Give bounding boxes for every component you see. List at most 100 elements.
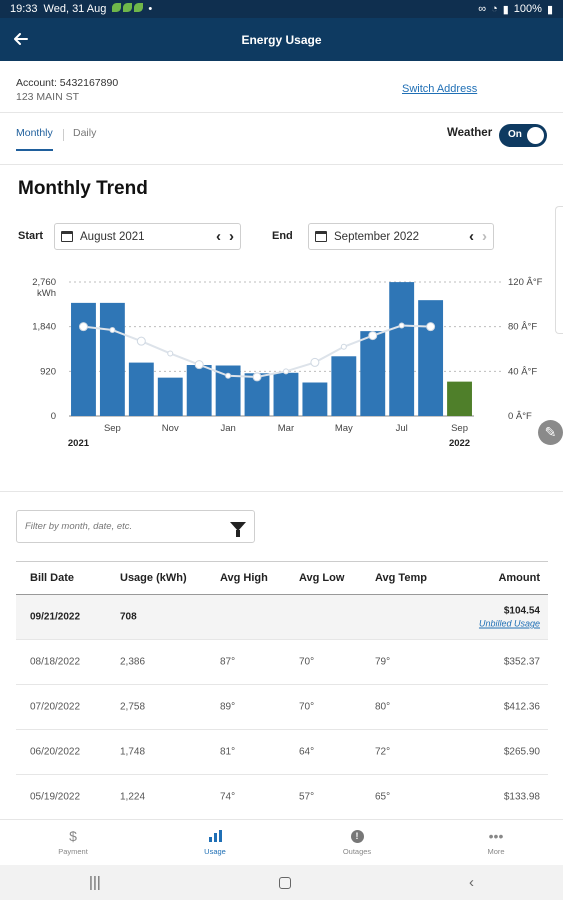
row-avg-temp: 79°	[375, 656, 391, 668]
row-avg-high: 74°	[220, 791, 236, 803]
recent-apps-icon[interactable]: |||	[89, 874, 101, 891]
temperature-point	[368, 331, 378, 341]
row-date: 07/20/2022	[30, 701, 81, 713]
system-nav-bar: ||| ‹	[0, 865, 563, 900]
unbilled-usage-link[interactable]: Unbilled Usage	[478, 618, 540, 629]
end-prev-arrow-icon[interactable]: ‹	[469, 228, 474, 245]
row-amount: $352.37	[503, 656, 540, 668]
row-usage: 708	[120, 611, 137, 623]
outage-icon: !	[350, 829, 364, 843]
side-panel-handle[interactable]	[555, 206, 563, 334]
link-icon: ∞	[478, 3, 487, 15]
tab-divider	[63, 129, 64, 141]
nav-more[interactable]: ••• More	[466, 825, 526, 856]
nav-outages[interactable]: ! Outages	[327, 825, 387, 856]
table-row[interactable]: 05/19/2022 1,224 74° 57° 65° $133.98	[16, 775, 548, 820]
account-address: 123 MAIN ST	[16, 91, 80, 103]
more-dots-icon: •••	[488, 828, 504, 844]
signal-icon: ▮	[502, 3, 509, 16]
row-avg-high: 87°	[220, 656, 236, 668]
row-avg-high: 81°	[220, 746, 236, 758]
start-next-arrow-icon[interactable]: ›	[229, 228, 234, 245]
header-avg-low[interactable]: Avg Low	[299, 572, 345, 584]
nav-usage-label: Usage	[204, 847, 226, 856]
x-tick-label: Mar	[278, 423, 294, 434]
row-avg-high: 89°	[220, 701, 236, 713]
end-date-picker[interactable]: September 2022 ‹ ›	[308, 223, 494, 250]
y-right-tick-label: 120 Â°F	[508, 277, 543, 288]
table-row[interactable]: 08/18/2022 2,386 87° 70° 79° $352.37	[16, 640, 548, 685]
header-amount[interactable]: Amount	[498, 572, 540, 584]
end-date-value: September 2022	[334, 230, 420, 243]
nav-payment-label: Payment	[58, 847, 88, 856]
y-right-tick-label: 0 Â°F	[508, 411, 532, 422]
header-avg-high[interactable]: Avg High	[220, 572, 268, 584]
table-row[interactable]: 07/20/2022 2,758 89° 70° 80° $412.36	[16, 685, 548, 730]
nav-usage[interactable]: Usage	[185, 825, 245, 856]
battery-level: 100%	[513, 3, 542, 15]
bottom-nav: $ Payment Usage ! Outages ••• More	[0, 819, 563, 865]
header-bill-date[interactable]: Bill Date	[30, 572, 75, 584]
row-amount: $412.36	[503, 701, 540, 713]
weather-toggle[interactable]: On	[499, 124, 547, 147]
usage-bar	[128, 362, 154, 416]
table-row[interactable]: 09/21/2022 708 $104.54 Unbilled Usage	[16, 595, 548, 640]
row-usage: 2,758	[120, 701, 146, 713]
y-right-tick-label: 80 Â°F	[508, 322, 537, 333]
table-row[interactable]: 06/20/2022 1,748 81° 64° 72° $265.90	[16, 730, 548, 775]
back-arrow-icon[interactable]	[6, 24, 36, 54]
start-date-picker[interactable]: August 2021 ‹ ›	[54, 223, 241, 250]
usage-bar	[71, 302, 96, 416]
system-back-icon[interactable]: ‹	[468, 874, 474, 891]
x-tick-label: Jul	[396, 423, 408, 434]
y-left-unit-label: kWh	[37, 288, 56, 299]
row-amount: $104.54	[503, 605, 540, 617]
temperature-point	[109, 327, 116, 334]
temperature-point	[426, 322, 436, 332]
notification-icons: •	[112, 3, 152, 15]
start-label: Start	[18, 230, 44, 242]
nav-payment[interactable]: $ Payment	[43, 825, 103, 856]
billing-table: Bill Date Usage (kWh) Avg High Avg Low A…	[16, 561, 548, 820]
edit-icon[interactable]: ✎	[538, 420, 563, 445]
calendar-icon	[61, 231, 73, 242]
end-label: End	[272, 230, 293, 242]
start-prev-arrow-icon[interactable]: ‹	[216, 228, 221, 245]
end-next-arrow-icon: ›	[482, 228, 487, 245]
y-left-tick-label: 0	[51, 411, 56, 422]
switch-address-link[interactable]: Switch Address	[402, 83, 478, 95]
status-date: Wed, 31 Aug	[43, 3, 107, 15]
header-avg-temp[interactable]: Avg Temp	[375, 572, 427, 584]
row-avg-temp: 72°	[375, 746, 391, 758]
filter-input[interactable]	[25, 521, 230, 532]
account-number: Account: 5432167890	[16, 77, 119, 89]
home-icon[interactable]	[278, 876, 291, 889]
wifi-icon: ◔	[491, 3, 498, 15]
nav-outages-label: Outages	[342, 847, 372, 856]
filter-field[interactable]	[16, 510, 255, 543]
temperature-point	[340, 343, 347, 350]
temperature-point	[194, 360, 204, 370]
temperature-point	[225, 372, 232, 379]
nav-more-label: More	[487, 847, 505, 856]
y-left-tick-label: 1,840	[32, 322, 56, 333]
filter-icon[interactable]	[230, 522, 246, 537]
temperature-point	[78, 322, 88, 332]
usage-bar	[186, 365, 212, 416]
tab-monthly[interactable]: Monthly	[16, 127, 53, 151]
x-year-label-start: 2021	[68, 438, 90, 449]
monthly-usage-chart: 0 920 1,840 2,760 kWh 0 Â°F 40 Â°F 80 Â°F 120 Â°…	[0, 262, 563, 457]
temperature-point	[282, 368, 289, 375]
header-usage[interactable]: Usage (kWh)	[120, 572, 187, 584]
row-avg-low: 70°	[299, 701, 315, 713]
usage-bar	[157, 377, 183, 416]
tab-daily[interactable]: Daily	[73, 127, 97, 139]
usage-bar	[360, 331, 386, 416]
row-usage: 2,386	[120, 656, 146, 668]
row-date: 09/21/2022	[30, 611, 81, 623]
status-time: 19:33	[10, 3, 38, 15]
row-avg-low: 70°	[299, 656, 315, 668]
row-avg-low: 64°	[299, 746, 315, 758]
y-left-tick-label: 920	[40, 366, 56, 377]
row-usage: 1,224	[120, 791, 146, 803]
